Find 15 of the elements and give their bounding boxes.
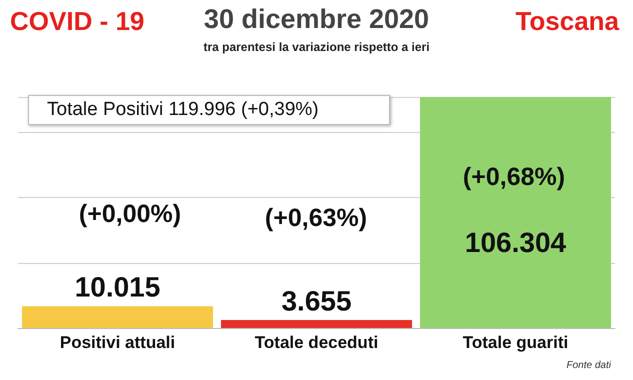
data-label: 3.655 [281, 286, 352, 317]
annotation: (+0,68%) [462, 163, 566, 192]
text: Toscana [515, 6, 619, 37]
chart-subtitle: tra parentesi la variazione rispetto a ieri [202, 40, 431, 54]
annotation: Totale Positivi 119.996 (+0,39%) [47, 98, 319, 122]
text: COVID - 19 [10, 6, 144, 37]
x-tick-label: Totale guariti [462, 333, 568, 352]
annotation: (+0,00%) [78, 200, 182, 229]
chart-title: 30 dicembre 2020 [204, 4, 430, 34]
data-label: 10.015 [74, 272, 160, 303]
annotation: (+0,63%) [264, 204, 368, 233]
data-label: 106.304 [464, 227, 567, 258]
source-note: Fonte dati [566, 360, 611, 371]
x-tick-label: Totale deceduti [254, 333, 378, 352]
x-tick-label: Positivi attuali [60, 333, 176, 352]
